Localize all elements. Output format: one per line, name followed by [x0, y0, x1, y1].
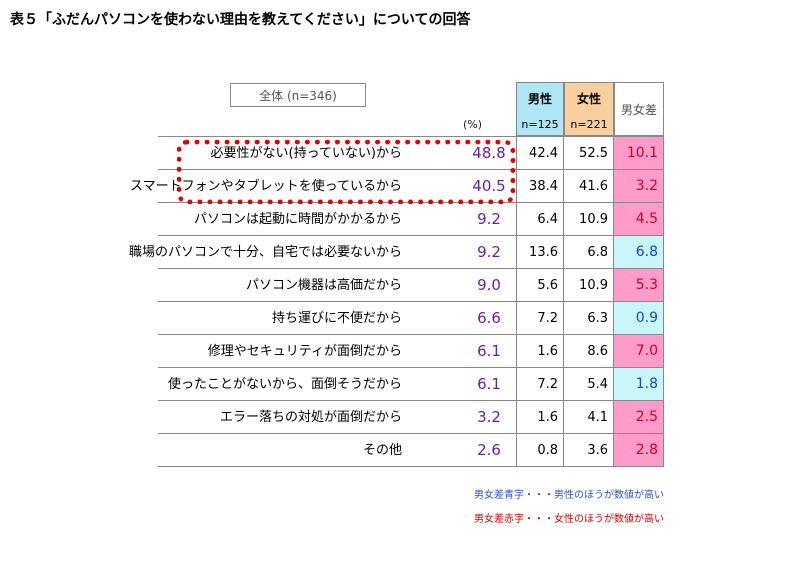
total-value: 9.2 [477, 243, 501, 261]
column-divider [516, 434, 517, 467]
header-female-n: n=221 [570, 118, 608, 131]
male-value: 5.6 [516, 269, 564, 302]
female-value: 8.6 [564, 335, 614, 368]
reason-label: エラー落ちの対処が面倒だから [219, 410, 402, 425]
header-diff: 男女差 [614, 82, 664, 136]
reason-label: 持ち運びに不便だから [271, 311, 402, 326]
diff-value: 2.5 [614, 401, 664, 434]
female-value: 10.9 [564, 269, 614, 302]
table-row: 持ち運びに不便だから 6.6 7.2 6.3 0.9 [158, 302, 664, 335]
table-row: 使ったことがないから、面倒そうだから 6.1 7.2 5.4 1.8 [158, 368, 664, 401]
column-divider [516, 401, 517, 434]
reason-label: スマートフォンやタブレットを使っているから [130, 179, 402, 194]
column-divider [516, 302, 517, 335]
page-title: 表５「ふだんパソコンを使わない理由を教えてください」についての回答 [10, 12, 471, 28]
column-divider [516, 335, 517, 368]
percent-unit-label: (%) [463, 118, 483, 131]
reason-label: 使ったことがないから、面倒そうだから [167, 377, 402, 392]
total-value: 9.0 [477, 276, 501, 294]
overall-label-box: 全体 (n=346) [230, 83, 366, 107]
table-row: 修理やセキュリティが面倒だから 6.1 1.6 8.6 7.0 [158, 335, 664, 368]
reason-label: その他 [362, 443, 402, 458]
row-divider [158, 466, 664, 467]
total-value: 3.2 [477, 408, 501, 426]
header-male-label: 男性 [527, 92, 552, 106]
male-value: 13.6 [516, 236, 564, 269]
male-value: 42.4 [516, 137, 564, 170]
column-divider [516, 236, 517, 269]
female-value: 3.6 [564, 434, 614, 467]
row-divider [158, 268, 664, 269]
female-value: 52.5 [564, 137, 614, 170]
diff-value: 6.8 [614, 236, 664, 269]
reason-label: 職場のパソコンで十分、自宅では必要ないから [128, 245, 402, 260]
highlight-frame [177, 140, 515, 204]
reason-label: パソコン機器は高価だから [245, 278, 402, 293]
diff-value: 5.3 [614, 269, 664, 302]
reason-label: 修理やセキュリティが面倒だから [207, 344, 402, 359]
row-divider [158, 235, 664, 236]
female-value: 41.6 [564, 170, 614, 203]
diff-value: 1.8 [614, 368, 664, 401]
row-divider [158, 169, 664, 170]
diff-value: 0.9 [614, 302, 664, 335]
diff-value: 2.8 [614, 434, 664, 467]
header-male-n: n=125 [521, 118, 559, 131]
table-row: 必要性がない(持っていない)から 48.8 42.4 52.5 10.1 [158, 137, 664, 170]
column-divider [516, 203, 517, 236]
reason-label: パソコンは起動に時間がかかるから [193, 212, 402, 227]
row-divider [158, 334, 664, 335]
male-value: 0.8 [516, 434, 564, 467]
male-value: 1.6 [516, 335, 564, 368]
column-divider [516, 170, 517, 203]
male-value: 6.4 [516, 203, 564, 236]
female-value: 6.8 [564, 236, 614, 269]
table-row: その他 2.6 0.8 3.6 2.8 [158, 434, 664, 467]
note-red: 男女差赤字・・・女性のほうが数値が高い [474, 514, 664, 525]
table-top-border [158, 136, 664, 137]
total-value: 2.6 [477, 441, 501, 459]
total-value: 6.6 [477, 309, 501, 327]
row-divider [158, 301, 664, 302]
male-value: 38.4 [516, 170, 564, 203]
diff-value: 7.0 [614, 335, 664, 368]
total-value: 40.5 [472, 177, 506, 195]
column-divider [516, 137, 517, 170]
header-female: 女性 n=221 [564, 82, 614, 136]
total-value: 6.1 [477, 375, 501, 393]
row-divider [158, 400, 664, 401]
diff-value: 10.1 [614, 137, 664, 170]
header-male: 男性 n=125 [516, 82, 564, 136]
female-value: 10.9 [564, 203, 614, 236]
male-value: 7.2 [516, 302, 564, 335]
table-row: パソコン機器は高価だから 9.0 5.6 10.9 5.3 [158, 269, 664, 302]
overall-label: 全体 (n=346) [259, 88, 337, 103]
note-blue: 男女差青字・・・男性のほうが数値が高い [474, 490, 664, 501]
male-value: 7.2 [516, 368, 564, 401]
column-divider [516, 269, 517, 302]
table-row: パソコンは起動に時間がかかるから 9.2 6.4 10.9 4.5 [158, 203, 664, 236]
female-value: 4.1 [564, 401, 614, 434]
row-divider [158, 367, 664, 368]
total-value: 6.1 [477, 342, 501, 360]
column-divider [516, 368, 517, 401]
table-row: エラー落ちの対処が面倒だから 3.2 1.6 4.1 2.5 [158, 401, 664, 434]
header-diff-label: 男女差 [620, 103, 657, 117]
diff-value: 3.2 [614, 170, 664, 203]
diff-value: 4.5 [614, 203, 664, 236]
row-divider [158, 433, 664, 434]
header-female-label: 女性 [576, 92, 601, 106]
male-value: 1.6 [516, 401, 564, 434]
table-row: 職場のパソコンで十分、自宅では必要ないから 9.2 13.6 6.8 6.8 [129, 236, 664, 269]
total-value: 9.2 [477, 210, 501, 228]
reason-label: 必要性がない(持っていない)から [210, 146, 403, 161]
total-value: 48.8 [472, 144, 506, 162]
female-value: 5.4 [564, 368, 614, 401]
female-value: 6.3 [564, 302, 614, 335]
